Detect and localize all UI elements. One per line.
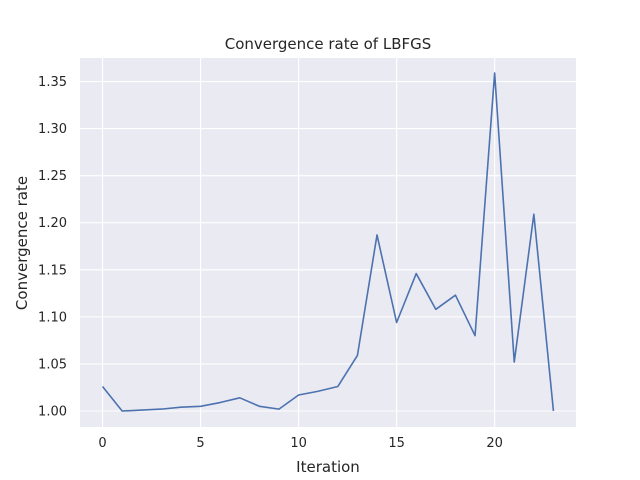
x-tick-label: 10 <box>290 436 307 451</box>
x-tick-label: 15 <box>388 436 405 451</box>
y-tick-label: 1.05 <box>38 357 67 372</box>
x-tick-label: 0 <box>98 436 106 451</box>
y-tick-label: 1.30 <box>38 122 67 137</box>
y-tick-label: 1.25 <box>38 169 67 184</box>
series-layer <box>101 72 555 412</box>
y-tick-labels: 1.00 1.05 1.10 1.15 1.20 1.25 1.30 1.35 <box>38 75 67 419</box>
chart-title: Convergence rate of LBFGS <box>225 35 432 53</box>
y-tick-label: 1.10 <box>38 310 67 325</box>
x-tick-label: 5 <box>196 436 204 451</box>
y-tick-label: 1.00 <box>38 404 67 419</box>
y-axis-label: Convergence rate <box>13 176 31 310</box>
y-tick-label: 1.20 <box>38 216 67 231</box>
series-line <box>101 72 555 412</box>
x-tick-labels: 0 5 10 15 20 <box>98 436 503 451</box>
plot-area <box>80 58 576 427</box>
x-axis-label: Iteration <box>296 458 360 476</box>
y-tick-label: 1.35 <box>38 75 67 90</box>
x-grid <box>101 58 496 427</box>
y-tick-label: 1.15 <box>38 263 67 278</box>
x-tick-label: 20 <box>486 436 503 451</box>
